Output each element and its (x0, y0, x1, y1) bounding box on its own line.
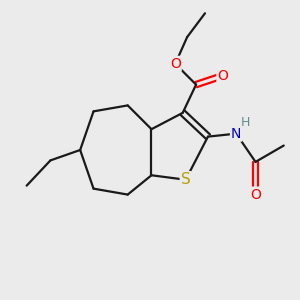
Text: N: N (231, 127, 242, 141)
Text: H: H (241, 116, 250, 129)
Text: S: S (181, 172, 190, 187)
Text: O: O (218, 69, 228, 83)
Text: O: O (170, 57, 181, 71)
Text: O: O (250, 188, 261, 202)
